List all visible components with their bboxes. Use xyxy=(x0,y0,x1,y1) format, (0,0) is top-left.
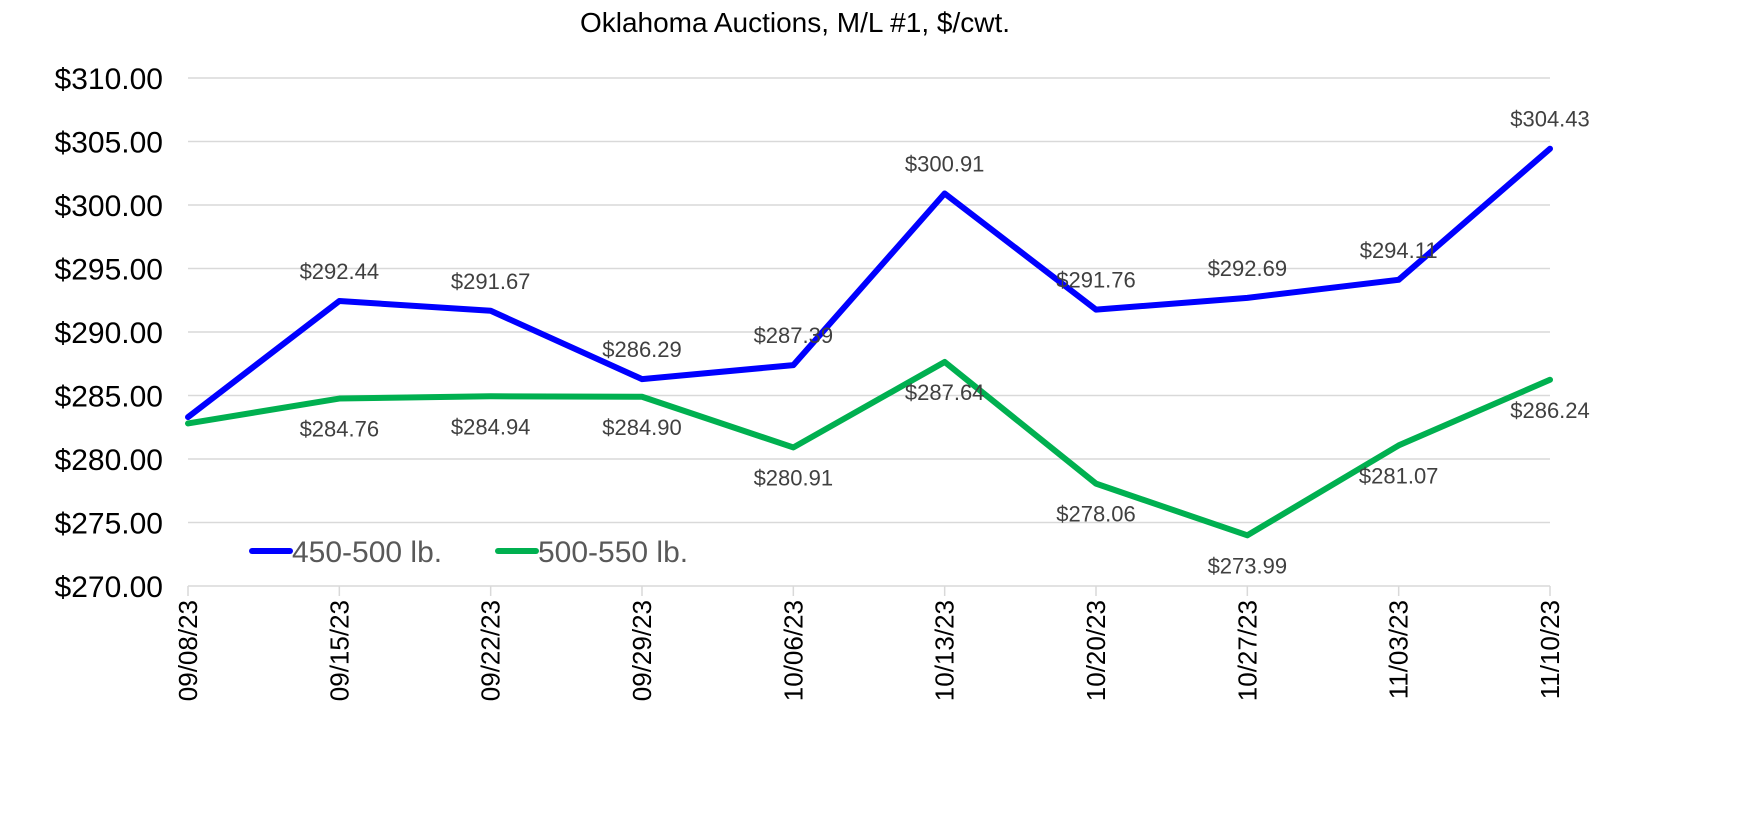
y-tick-label: $290.00 xyxy=(55,317,163,350)
data-label: $280.91 xyxy=(754,465,834,490)
data-label: $292.44 xyxy=(300,259,380,284)
y-axis: $270.00 $275.00 $280.00 $285.00 $290.00 $295.… xyxy=(55,63,163,604)
x-tick-label: 09/15/23 xyxy=(324,600,354,701)
series-line-2 xyxy=(185,358,1553,539)
chart-title: Oklahoma Auctions, M/L #1, $/cwt. xyxy=(580,7,1010,38)
data-label: $284.90 xyxy=(602,415,682,440)
data-label: $287.39 xyxy=(754,323,834,348)
x-tick-label: 09/08/23 xyxy=(173,600,203,701)
gridlines xyxy=(188,77,1550,524)
y-tick-label: $305.00 xyxy=(55,127,163,160)
data-label: $286.29 xyxy=(602,337,682,362)
data-label: $304.43 xyxy=(1510,107,1590,132)
data-label: $278.06 xyxy=(1056,502,1136,527)
data-label: $291.67 xyxy=(451,269,531,294)
data-label: $284.94 xyxy=(451,414,531,439)
series-lines xyxy=(185,145,1553,539)
data-label: $287.64 xyxy=(905,380,985,405)
x-axis: 09/08/23 09/15/23 09/22/23 09/29/23 10/06/23… xyxy=(173,585,1565,701)
data-label: $294.11 xyxy=(1360,238,1438,263)
data-label: $284.76 xyxy=(300,417,380,442)
y-tick-label: $300.00 xyxy=(55,190,163,223)
legend: 450-500 lb. 500-550 lb. xyxy=(249,536,688,569)
x-tick-label: 11/10/23 xyxy=(1535,600,1565,699)
data-label: $300.91 xyxy=(905,151,985,176)
data-label: $291.76 xyxy=(1056,268,1136,293)
y-tick-label: $270.00 xyxy=(55,571,163,604)
data-label: $281.07 xyxy=(1359,463,1439,488)
legend-label: 500-550 lb. xyxy=(538,536,688,569)
x-tick-label: 09/29/23 xyxy=(627,600,657,701)
series-line-1 xyxy=(185,145,1553,421)
y-tick-label: $285.00 xyxy=(55,381,163,414)
data-label: $273.99 xyxy=(1208,553,1288,578)
x-tick-label: 10/06/23 xyxy=(778,600,808,701)
x-tick-label: 11/03/23 xyxy=(1384,600,1414,699)
x-tick-label: 09/22/23 xyxy=(476,600,506,701)
data-labels: $292.44 $291.67 $286.29 $287.39 $300.91 $291.… xyxy=(300,107,1590,579)
data-label: $292.69 xyxy=(1208,256,1288,281)
x-tick-label: 10/13/23 xyxy=(930,600,960,701)
y-tick-label: $310.00 xyxy=(55,63,163,96)
y-tick-label: $295.00 xyxy=(55,254,163,287)
data-label: $286.24 xyxy=(1510,398,1590,423)
y-tick-label: $280.00 xyxy=(55,444,163,477)
legend-label: 450-500 lb. xyxy=(292,536,442,569)
y-tick-label: $275.00 xyxy=(55,508,163,541)
x-tick-label: 10/20/23 xyxy=(1081,600,1111,701)
x-tick-label: 10/27/23 xyxy=(1232,600,1262,701)
